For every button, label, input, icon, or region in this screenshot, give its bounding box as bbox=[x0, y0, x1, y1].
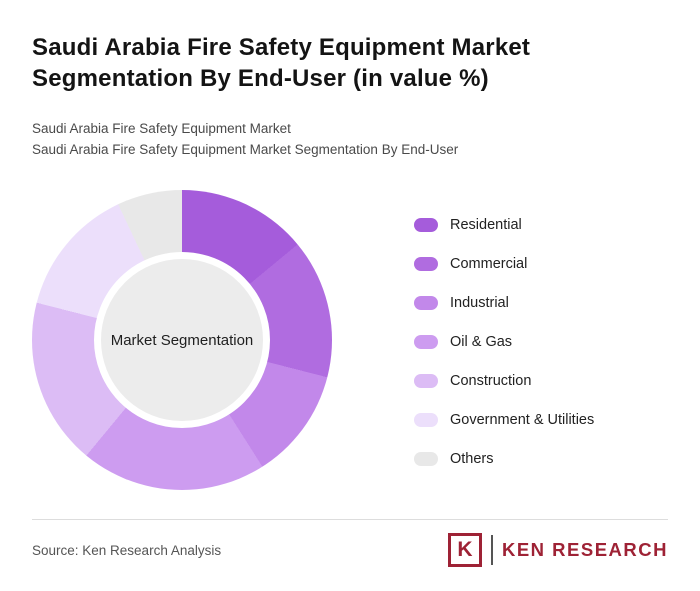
legend-item-oil-gas: Oil & Gas bbox=[414, 332, 594, 351]
legend-label: Industrial bbox=[450, 294, 509, 311]
footer-divider bbox=[32, 519, 668, 520]
legend-swatch bbox=[414, 451, 438, 466]
source-text: Source: Ken Research Analysis bbox=[32, 542, 222, 558]
legend-item-industrial: Industrial bbox=[414, 293, 594, 312]
legend-label: Government & Utilities bbox=[450, 411, 595, 428]
page-title: Saudi Arabia Fire Safety Equipment Marke… bbox=[32, 32, 668, 94]
ken-research-logo-mark-icon: K bbox=[447, 533, 482, 567]
legend-item-others: Others bbox=[414, 449, 594, 468]
ken-research-logo-text: KEN RESEARCH bbox=[501, 539, 668, 560]
legend-item-commercial: Commercial bbox=[414, 254, 594, 273]
page-title-line2: Segmentation By End-User (in value %) bbox=[32, 65, 489, 92]
legend-label: Others bbox=[450, 450, 494, 467]
footer: Source: Ken Research Analysis K KEN RESE… bbox=[32, 528, 668, 572]
legend-item-construction: Construction bbox=[414, 371, 594, 390]
legend-swatch bbox=[414, 373, 438, 388]
legend-label: Oil & Gas bbox=[450, 333, 513, 350]
legend-item-residential: Residential bbox=[414, 215, 594, 234]
legend-item-government-utilities: Government & Utilities bbox=[414, 410, 594, 429]
ken-research-logo: K KEN RESEARCH bbox=[447, 533, 668, 567]
donut-center-label: Market Segmentation bbox=[110, 331, 254, 349]
legend-swatch bbox=[414, 256, 438, 271]
legend-swatch bbox=[414, 217, 438, 232]
subtitles: Saudi Arabia Fire Safety Equipment Marke… bbox=[32, 118, 668, 160]
legend-label: Residential bbox=[450, 216, 522, 233]
page-title-line1: Saudi Arabia Fire Safety Equipment Marke… bbox=[32, 34, 531, 61]
subtitle-line-2: Saudi Arabia Fire Safety Equipment Marke… bbox=[32, 142, 459, 157]
donut-center: Market Segmentation bbox=[94, 252, 270, 428]
legend: Residential Commercial Industrial Oil & … bbox=[414, 190, 594, 488]
donut-hole: Market Segmentation bbox=[32, 190, 332, 490]
legend-label: Construction bbox=[450, 372, 532, 389]
subtitle-line-1: Saudi Arabia Fire Safety Equipment Marke… bbox=[32, 121, 291, 136]
legend-swatch bbox=[414, 295, 438, 310]
legend-swatch bbox=[414, 412, 438, 427]
donut-chart: Market Segmentation bbox=[32, 190, 332, 490]
legend-label: Commercial bbox=[450, 255, 528, 272]
logo-separator bbox=[490, 535, 493, 565]
chart-section: Market Segmentation Residential Commerci… bbox=[32, 190, 668, 490]
legend-swatch bbox=[414, 334, 438, 349]
